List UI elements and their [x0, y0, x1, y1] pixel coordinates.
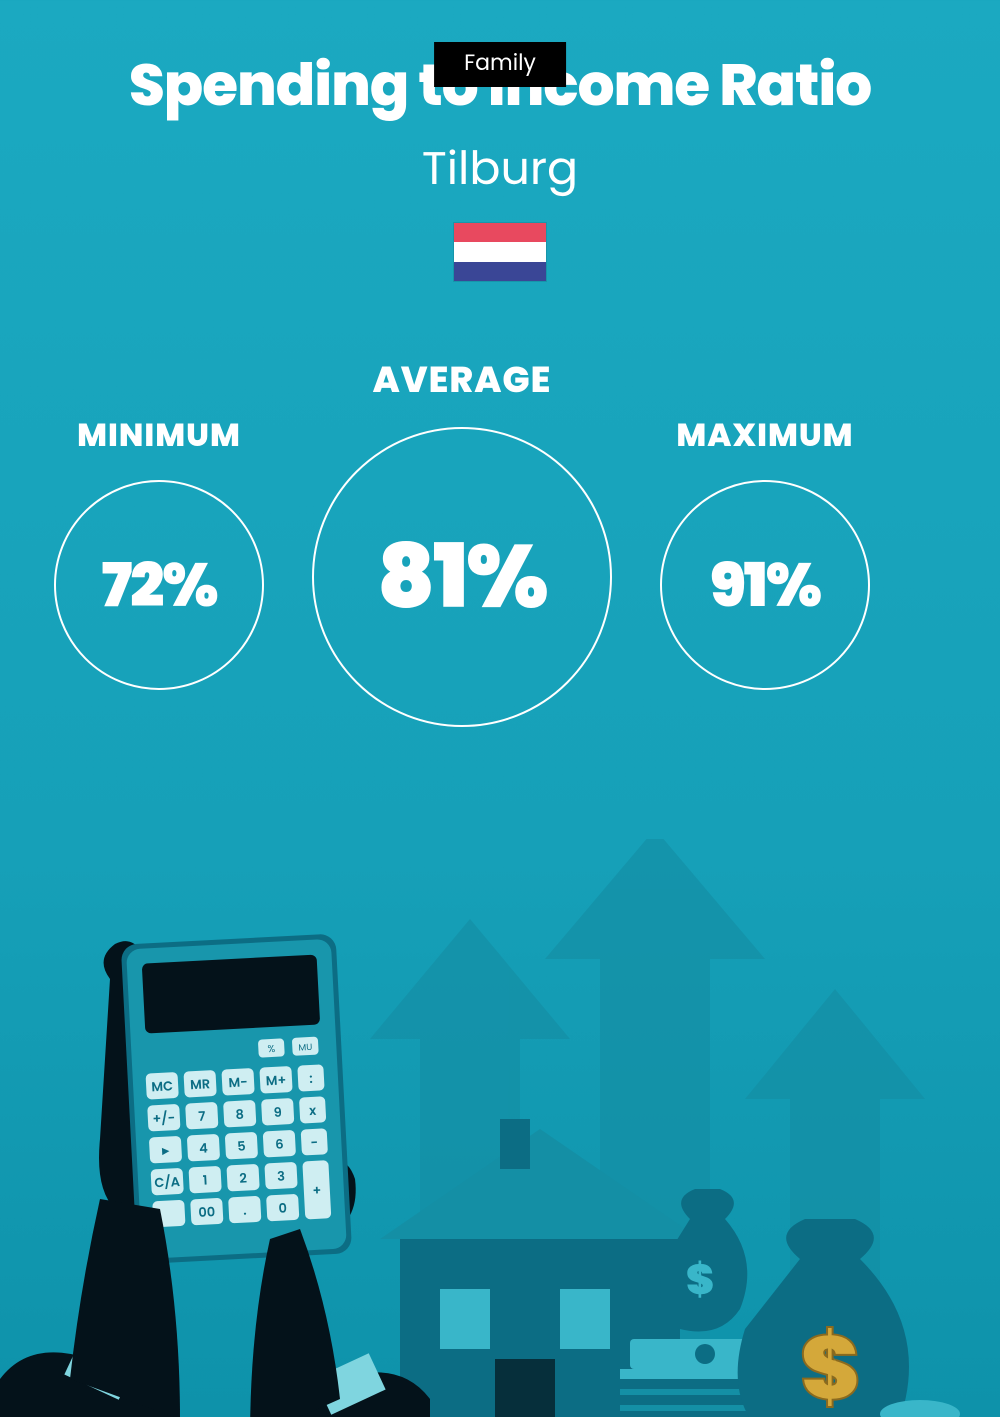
svg-text:5: 5	[237, 1136, 246, 1155]
svg-text:7: 7	[198, 1107, 206, 1126]
stat-minimum-value: 72%	[102, 540, 217, 630]
svg-text:3: 3	[277, 1166, 286, 1185]
stat-minimum: MINIMUM 72%	[54, 412, 264, 690]
svg-text:$: $	[686, 1250, 714, 1309]
svg-text:0: 0	[278, 1198, 287, 1217]
page-subtitle: Tilburg	[0, 135, 1000, 204]
stat-maximum-label: MAXIMUM	[660, 412, 870, 460]
svg-text:4: 4	[199, 1138, 209, 1157]
svg-text:MR: MR	[190, 1074, 211, 1094]
stat-minimum-label: MINIMUM	[54, 412, 264, 460]
svg-text:+: +	[312, 1181, 322, 1200]
finance-illustration: $ $	[0, 839, 1000, 1417]
svg-text:+/-: +/-	[152, 1108, 176, 1128]
svg-text:-: -	[310, 1133, 319, 1152]
category-badge: Family	[434, 42, 566, 87]
svg-text:6: 6	[275, 1135, 284, 1154]
svg-text:M+: M+	[265, 1070, 286, 1090]
stat-average-value: 81%	[377, 511, 546, 643]
svg-text:x: x	[309, 1101, 317, 1120]
stat-average-label: AVERAGE	[312, 352, 612, 407]
svg-text:$: $	[800, 1304, 860, 1417]
flag-netherlands-icon	[453, 222, 547, 282]
flag-stripe-top	[454, 223, 546, 242]
flag-stripe-bottom	[454, 262, 546, 281]
svg-text:9: 9	[273, 1103, 282, 1122]
svg-text:8: 8	[235, 1105, 244, 1124]
stat-minimum-circle: 72%	[54, 480, 264, 690]
illustration-svg: $ $	[0, 839, 1000, 1417]
stat-average: AVERAGE 81%	[312, 352, 612, 727]
stat-average-circle: 81%	[312, 427, 612, 727]
svg-text:00: 00	[198, 1202, 216, 1222]
svg-text:MC: MC	[151, 1076, 174, 1096]
stat-maximum-value: 91%	[710, 540, 820, 630]
svg-text:2: 2	[239, 1168, 247, 1187]
stat-maximum-circle: 91%	[660, 480, 870, 690]
svg-text:%: %	[267, 1041, 276, 1056]
stat-maximum: MAXIMUM 91%	[660, 412, 870, 690]
svg-text:C/A: C/A	[154, 1172, 181, 1192]
flag-stripe-middle	[454, 242, 546, 261]
svg-text:1: 1	[202, 1171, 208, 1190]
svg-text:MU: MU	[298, 1042, 312, 1055]
badge-label: Family	[464, 47, 536, 78]
svg-text:M-: M-	[228, 1072, 248, 1092]
stats-row: MINIMUM 72% AVERAGE 81% MAXIMUM 91%	[0, 352, 1000, 772]
